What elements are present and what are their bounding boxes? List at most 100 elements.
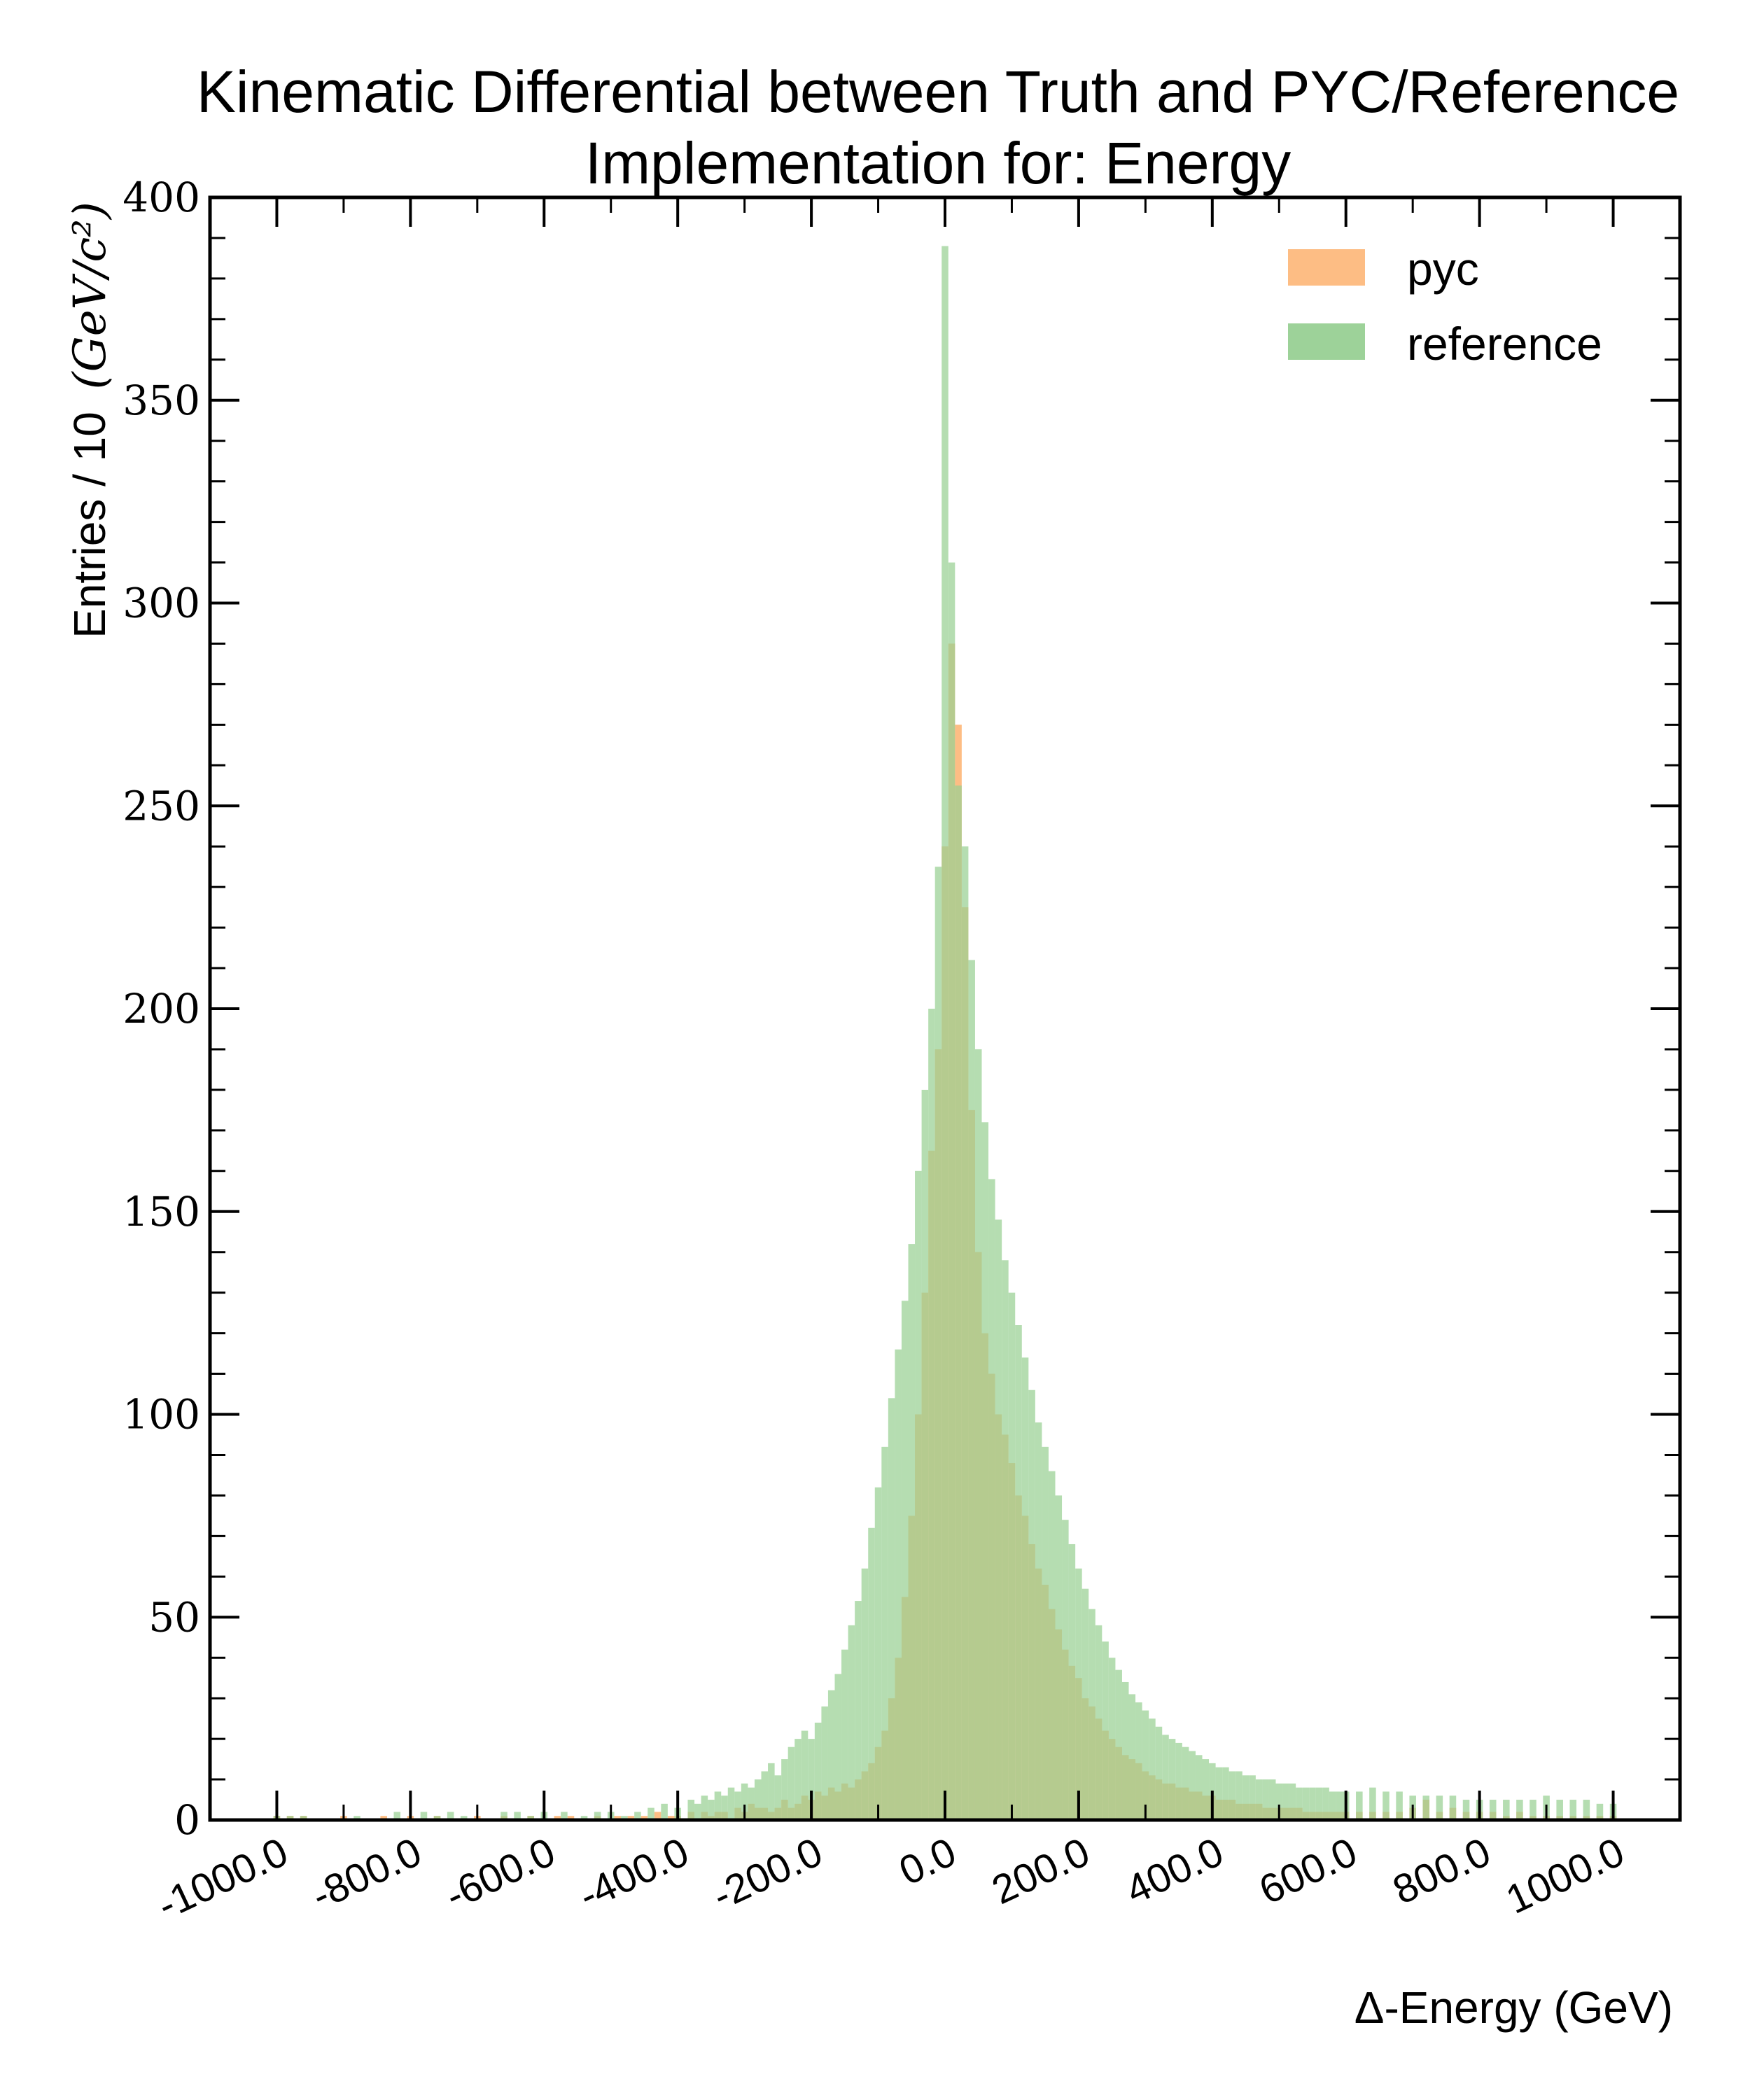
bar-reference (1088, 1609, 1096, 1820)
bar-reference (834, 1674, 842, 1820)
bar-reference (1095, 1625, 1102, 1820)
x-tick-label: 0.0 (892, 1829, 963, 1894)
bar-reference (841, 1649, 848, 1820)
bar-reference (1108, 1658, 1116, 1820)
bar-pyc (627, 1816, 635, 1820)
bar-reference (300, 1816, 307, 1820)
bar-reference (855, 1601, 862, 1820)
legend: pyc reference (1288, 243, 1602, 370)
bar-reference (1102, 1642, 1109, 1820)
bar-reference (1382, 1791, 1390, 1820)
bar-reference (1289, 1783, 1296, 1820)
bar-reference (861, 1568, 869, 1820)
bar-reference (1369, 1787, 1376, 1820)
y-axis-label: Entries / 10 (64, 412, 115, 638)
y-tick-label: 400 (122, 174, 200, 221)
bar-reference (1222, 1767, 1229, 1820)
bar-reference (580, 1816, 588, 1820)
bar-reference (1249, 1775, 1256, 1820)
bar-reference (1128, 1694, 1136, 1820)
legend-label-pyc: pyc (1407, 243, 1479, 295)
bar-reference (561, 1812, 568, 1820)
bar-reference (1596, 1803, 1604, 1820)
bar-reference (948, 562, 955, 1820)
bar-reference (1322, 1787, 1329, 1820)
x-tick-label: 200.0 (985, 1829, 1096, 1913)
bar-reference (888, 1398, 895, 1820)
bar-reference (393, 1812, 401, 1820)
x-tick-label: 600.0 (1252, 1829, 1364, 1913)
bar-reference (934, 867, 942, 1820)
y-tick-label: 0 (174, 1796, 200, 1844)
x-tick-label: 800.0 (1386, 1829, 1497, 1913)
bar-reference (881, 1446, 888, 1820)
bar-reference (1236, 1771, 1242, 1820)
bar-reference (1275, 1783, 1283, 1820)
bar-reference (801, 1730, 808, 1820)
bar-reference (901, 1301, 909, 1820)
bar-reference (908, 1244, 916, 1820)
bar-reference (848, 1625, 855, 1820)
bar-pyc (640, 1816, 648, 1820)
x-tick-label: -200.0 (706, 1829, 830, 1919)
bar-reference (1202, 1759, 1210, 1820)
legend-label-reference: reference (1407, 318, 1602, 370)
bar-reference (1168, 1739, 1176, 1820)
bar-reference (1268, 1779, 1276, 1820)
y-tick-label: 350 (122, 377, 200, 424)
bar-reference (420, 1812, 428, 1820)
svg-text:Entries / 10 (GeV/c²): Entries / 10 (GeV/c²) (64, 202, 116, 638)
legend-swatch-pyc (1288, 249, 1365, 286)
bar-reference (974, 1049, 982, 1820)
bar-reference (1135, 1702, 1142, 1820)
bar-pyc (654, 1812, 662, 1820)
chart-title-line-2: Implementation for: Energy (585, 130, 1292, 196)
bar-reference (621, 1816, 628, 1820)
bar-reference (1242, 1775, 1250, 1820)
chart-title-line-1: Kinematic Differential between Truth and… (197, 59, 1679, 125)
y-tick-label: 300 (122, 580, 200, 627)
bar-reference (868, 1527, 875, 1820)
bar-reference (721, 1795, 728, 1820)
bar-reference (895, 1349, 902, 1820)
bar-reference (460, 1816, 468, 1820)
bar-reference (1149, 1718, 1156, 1821)
bar-reference (1082, 1588, 1089, 1820)
bar-reference (1068, 1544, 1076, 1820)
bar-reference (928, 1009, 935, 1820)
bar-reference (1422, 1795, 1430, 1820)
bar-reference (1028, 1390, 1035, 1820)
bar-reference (433, 1816, 441, 1820)
bar-pyc (567, 1816, 575, 1820)
y-tick-label: 200 (122, 985, 200, 1032)
bar-reference (1195, 1755, 1203, 1820)
bar-reference (988, 1179, 995, 1820)
bar-reference (286, 1816, 294, 1820)
bar-pyc (667, 1816, 675, 1820)
y-tick-label: 250 (122, 782, 200, 830)
bar-reference (808, 1739, 815, 1820)
bar-reference (1155, 1726, 1163, 1820)
bar-reference (915, 1170, 922, 1820)
bar-reference (1121, 1681, 1129, 1820)
chart-title: Kinematic Differential between Truth and… (197, 59, 1679, 196)
bar-reference (1021, 1357, 1029, 1820)
bar-reference (527, 1816, 534, 1820)
y-axis-unit: (GeV/c²) (64, 202, 116, 389)
bar-reference (701, 1795, 708, 1820)
bar-reference (634, 1812, 641, 1820)
bar-reference (1048, 1471, 1056, 1820)
x-tick-label: 400.0 (1119, 1829, 1230, 1913)
bar-reference (1262, 1779, 1269, 1820)
bar-reference (754, 1779, 762, 1820)
bar-reference (1215, 1767, 1223, 1820)
bar-reference (968, 960, 975, 1820)
bar-reference (714, 1791, 722, 1820)
bar-reference (1115, 1670, 1122, 1820)
bar-reference (1015, 1325, 1022, 1820)
bar-reference (1309, 1787, 1316, 1820)
bar-reference (1228, 1771, 1236, 1820)
bar-reference (1282, 1783, 1289, 1820)
y-axis-title: Entries / 10 (GeV/c²) (64, 202, 116, 638)
bar-reference (1462, 1800, 1470, 1820)
